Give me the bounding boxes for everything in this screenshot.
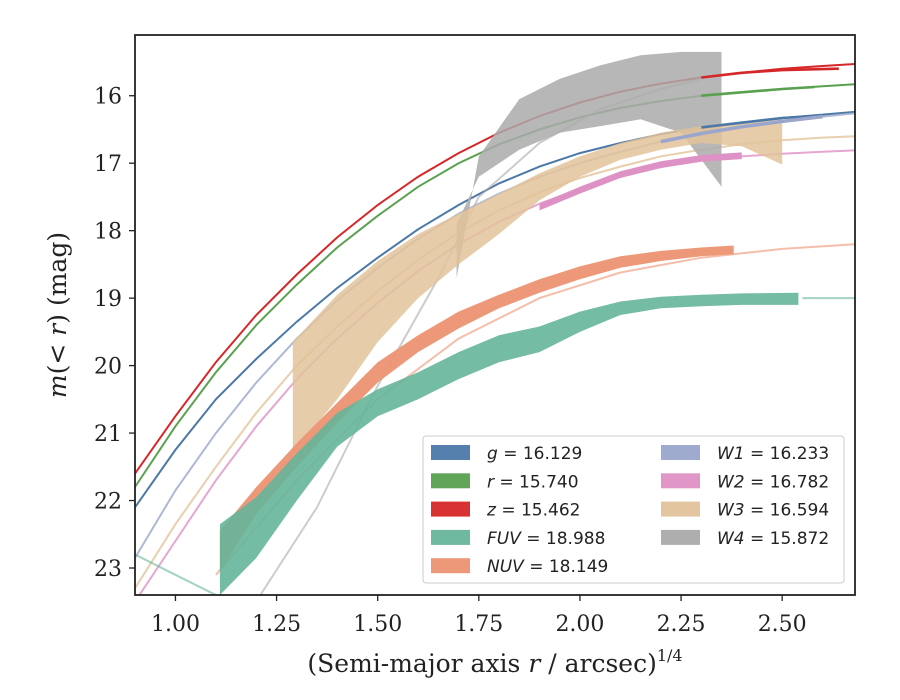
- legend-label-W2: W2 = 16.782: [717, 472, 829, 492]
- legend-var-W2: W2: [717, 472, 745, 492]
- observed-curve-W1-3: [660, 114, 823, 144]
- legend-swatch-W4: [661, 529, 700, 545]
- plot-area: [135, 51, 855, 595]
- y-tick-label-1: 17: [94, 152, 122, 177]
- observed-band-NUV-3: [219, 245, 734, 572]
- y-tick-label-6: 22: [94, 490, 122, 515]
- legend-label-NUV: NUV = 18.149: [487, 557, 608, 577]
- legend-swatch-NUV: [431, 558, 470, 574]
- x-tick-label-3: 1.75: [454, 612, 503, 637]
- x-axis: 1.00 1.25 1.50 1.75 2.00 2.25 2.50: [151, 595, 807, 637]
- observed-curve-z-0: [701, 67, 839, 79]
- legend-value-W1: = 16.233: [745, 444, 830, 464]
- y-axis-title: m(< r) (mag): [43, 232, 72, 398]
- y-tick-label-3: 19: [94, 287, 122, 312]
- y-axis-title-m: m: [43, 374, 72, 398]
- legend-var-z: z: [486, 501, 497, 521]
- y-axis-title-open: (: [43, 365, 72, 375]
- legend-value-z: = 15.462: [496, 501, 581, 521]
- y-tick-label-5: 21: [94, 422, 122, 447]
- legend-value-NUV: = 18.149: [524, 557, 609, 577]
- legend-frame: [422, 435, 845, 584]
- y-axis: 16 17 18 19 20 21 22 23: [94, 85, 135, 582]
- y-tick-label-4: 20: [94, 355, 122, 380]
- legend-var-r: r: [487, 472, 495, 492]
- x-axis-title-exponent: 1/4: [657, 646, 683, 665]
- observed-band-FUV-4: [219, 292, 799, 595]
- plot-frame: [134, 34, 856, 596]
- legend-value-W4: = 15.872: [745, 529, 830, 549]
- observed-curve-r-1: [701, 85, 815, 97]
- y-tick-label-0: 16: [94, 85, 122, 110]
- legend-var-W1: W1: [717, 444, 745, 464]
- observed-curve-g-2: [701, 114, 815, 129]
- x-tick-label-6: 2.50: [758, 612, 807, 637]
- legend-label-r: r = 15.740: [487, 472, 579, 492]
- y-axis-title-close: ) (mag): [43, 232, 72, 324]
- legend-swatch-W3: [661, 501, 700, 517]
- observed-band-W2-2: [539, 152, 742, 211]
- legend-var-FUV: FUV: [487, 529, 522, 549]
- y-tick-label-2: 18: [94, 220, 122, 245]
- legend-value-W3: = 16.594: [745, 501, 830, 521]
- x-tick-label-0: 1.00: [151, 612, 200, 637]
- legend-value-r: = 15.740: [494, 472, 579, 492]
- x-tick-label-5: 2.25: [657, 612, 706, 637]
- legend-swatch-W2: [661, 473, 700, 489]
- legend-var-g: g: [487, 444, 498, 464]
- legend-swatch-r: [431, 473, 470, 489]
- x-axis-title-var: r: [528, 649, 542, 678]
- legend-label-W4: W4 = 15.872: [717, 529, 829, 549]
- legend-label-FUV: FUV = 18.988: [487, 529, 605, 549]
- legend-label-W3: W3 = 16.594: [717, 501, 829, 521]
- y-axis-title-lt: < r: [43, 322, 72, 365]
- legend-var-W4: W4: [717, 529, 745, 549]
- x-tick-label-1: 1.25: [252, 612, 301, 637]
- legend-swatch-z: [431, 501, 470, 517]
- legend-value-W2: = 16.782: [745, 472, 830, 492]
- legend-value-FUV: = 18.988: [521, 529, 606, 549]
- legend-var-W3: W3: [717, 501, 745, 521]
- observed-band-W4-0: [456, 51, 722, 278]
- legend-label-z: z = 15.462: [486, 501, 580, 521]
- legend-var-NUV: NUV: [487, 557, 525, 577]
- x-axis-title-unit: / arcsec): [540, 649, 657, 678]
- legend-swatch-g: [431, 445, 470, 460]
- legend-value-g: = 16.129: [498, 444, 583, 464]
- legend-label-g: g = 16.129: [487, 444, 582, 464]
- observed-band-W3-1: [292, 119, 783, 454]
- x-tick-label-2: 1.50: [353, 612, 402, 637]
- x-tick-label-4: 2.00: [555, 612, 604, 637]
- legend-swatch-W1: [661, 445, 700, 460]
- model-curve-FUV-7: [135, 553, 220, 595]
- legend-label-W1: W1 = 16.233: [717, 444, 829, 464]
- y-tick-label-7: 23: [94, 557, 122, 582]
- legend-swatch-FUV: [431, 529, 470, 545]
- x-axis-title-main: (Semi-major axis: [307, 649, 528, 678]
- x-axis-title: (Semi-major axis r / arcsec)1/4: [307, 646, 682, 678]
